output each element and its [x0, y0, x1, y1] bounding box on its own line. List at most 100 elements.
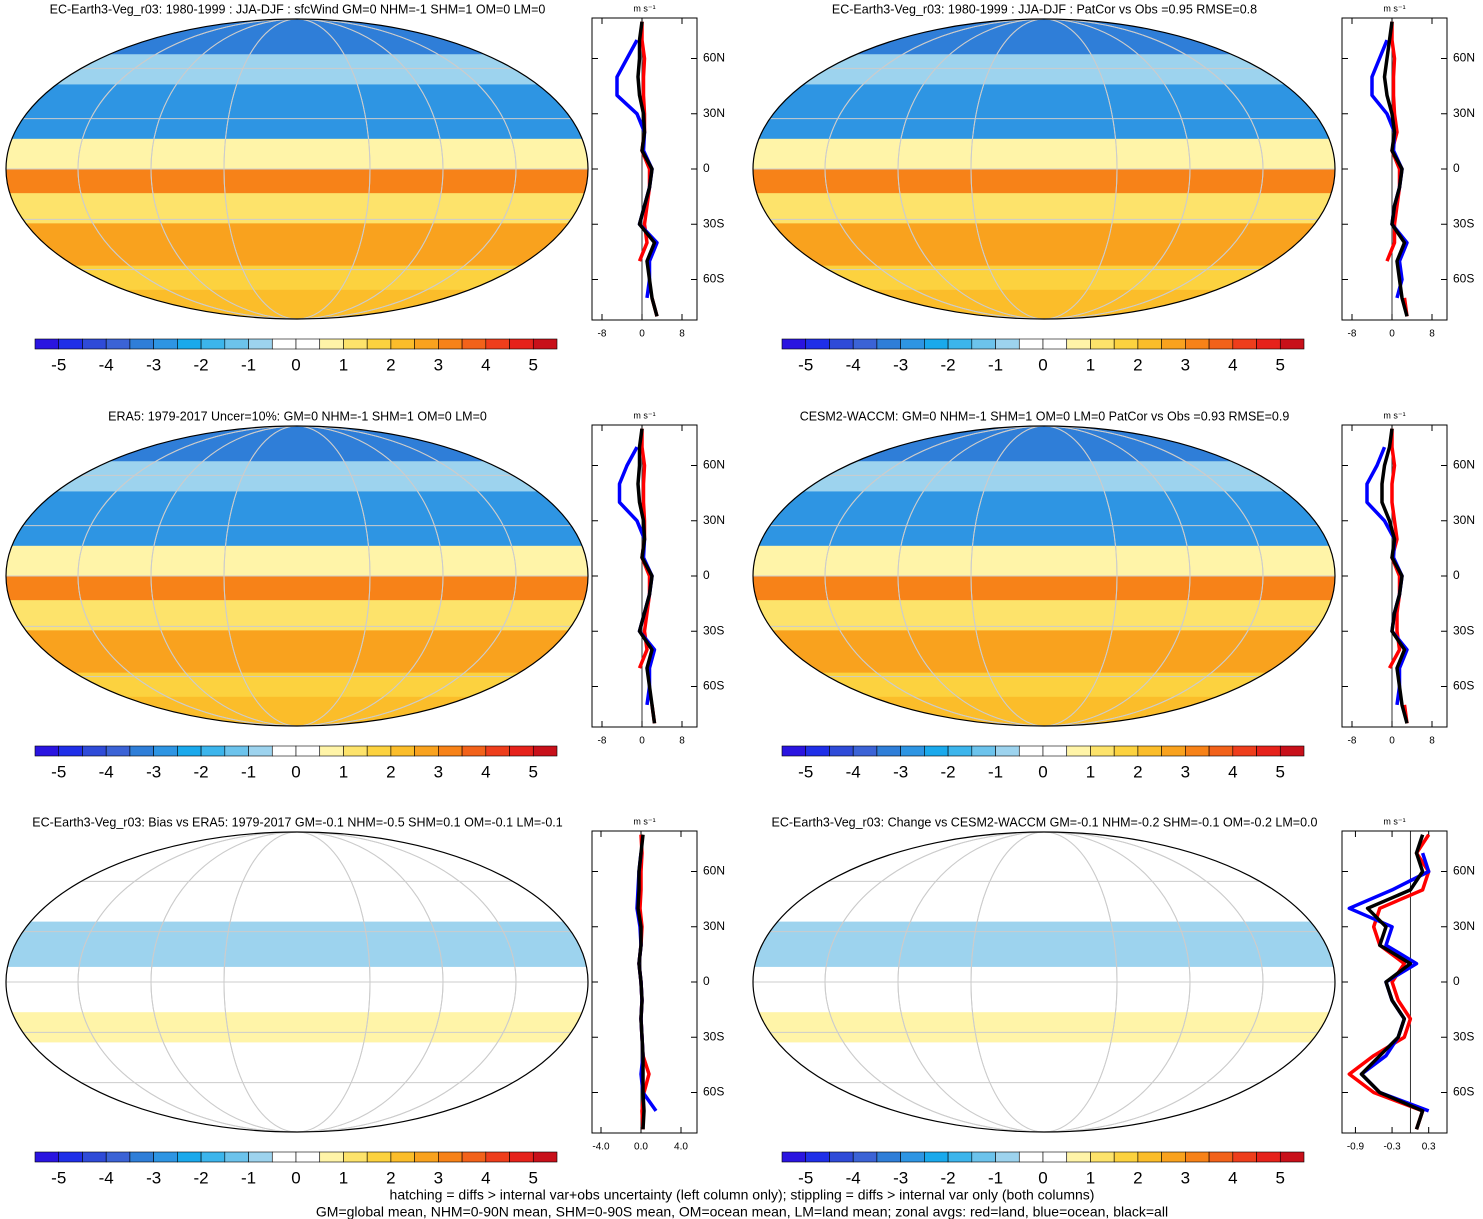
colorbar-swatch [343, 1151, 368, 1163]
colorbar-tick-label: -5 [51, 355, 66, 374]
map-band [753, 921, 1335, 968]
colorbar-tick-label: 5 [529, 355, 538, 374]
colorbar-swatch [924, 1151, 949, 1163]
colorbar-swatch [248, 338, 273, 350]
colorbar-swatch [414, 1151, 439, 1163]
map-band [753, 576, 1335, 602]
colorbar-swatch [900, 745, 925, 757]
colorbar-swatch [947, 338, 973, 350]
y-tick-label: 30N [703, 106, 725, 120]
colorbar-swatch [34, 745, 60, 757]
panel-title: EC-Earth3-Veg_r03: 1980-1999 : JJA-DJF :… [832, 2, 1257, 16]
colorbar-swatch [1185, 338, 1210, 350]
colorbar-swatch [781, 1151, 807, 1163]
map-band [753, 19, 1335, 56]
colorbar-swatch [224, 1151, 249, 1163]
axis-unit: m s⁻¹ [1383, 816, 1405, 826]
colorbar-tick-label: 2 [386, 1168, 395, 1187]
colorbar-swatch [1208, 1151, 1234, 1163]
colorbar-swatch [532, 745, 558, 757]
colorbar-swatch [295, 1151, 321, 1163]
plot-frame [1341, 830, 1448, 1134]
colorbar-swatch [177, 338, 202, 350]
colorbar-swatch [1256, 745, 1281, 757]
colorbar-swatch [1090, 745, 1115, 757]
colorbar-tick-label: -3 [146, 355, 161, 374]
colorbar-swatch [438, 745, 463, 757]
colorbar-swatch [271, 745, 297, 757]
colorbar-swatch [319, 745, 344, 757]
colorbar-tick-label: 5 [1276, 355, 1285, 374]
panel-title: EC-Earth3-Veg_r03: Bias vs ERA5: 1979-20… [32, 815, 562, 829]
colorbar-tick-label: 3 [1181, 355, 1190, 374]
graticule [824, 19, 1264, 319]
map-band [753, 696, 1335, 726]
colorbar-swatch [153, 338, 178, 350]
colorbar-tick-label: 5 [1276, 1168, 1285, 1187]
colorbar-swatch [852, 745, 878, 757]
colorbar-tick-label: -4 [846, 762, 861, 781]
x-tick-label: 8 [1429, 329, 1435, 340]
colorbar-swatch [1232, 745, 1257, 757]
colorbar-swatch [248, 1151, 273, 1163]
colorbar-swatch [509, 745, 534, 757]
colorbar-swatch [876, 745, 901, 757]
colorbar-swatch [129, 1151, 154, 1163]
map-border [752, 18, 1336, 320]
colorbar-swatch [1232, 1151, 1257, 1163]
colorbar-swatch [1279, 1151, 1305, 1163]
colorbar-swatch [805, 1151, 830, 1163]
axis-unit: m s⁻¹ [633, 816, 655, 826]
colorbar-tick-label: -2 [941, 355, 956, 374]
colorbar-swatch [224, 338, 249, 350]
axis-unit: m s⁻¹ [633, 410, 655, 420]
colorbar-tick-label: -4 [99, 762, 114, 781]
colorbar-swatch [1090, 338, 1115, 350]
colorbar-swatch [461, 1151, 487, 1163]
colorbar-swatch [876, 1151, 901, 1163]
map-band [6, 289, 588, 319]
graticule [897, 832, 1191, 1132]
map-band [753, 84, 1335, 140]
map-border [5, 425, 589, 727]
colorbar-tick-label: -1 [241, 355, 256, 374]
colorbar-tick-label: -4 [99, 355, 114, 374]
colorbar-swatch [129, 338, 154, 350]
colorbar-swatch [1018, 1151, 1044, 1163]
y-tick-label: 0 [703, 974, 710, 988]
y-tick-label: 60S [703, 272, 724, 286]
colorbar-swatch [805, 338, 830, 350]
map-band [753, 138, 1335, 170]
colorbar-swatch [852, 338, 878, 350]
map-band [753, 966, 1335, 1014]
y-tick-label: 30S [1453, 623, 1474, 637]
map-border [5, 831, 589, 1133]
colorbar-swatch [1161, 338, 1186, 350]
colorbar-swatch [924, 338, 949, 350]
colorbar-swatch [509, 1151, 534, 1163]
map-band [6, 138, 588, 170]
colorbar-swatch [1090, 1151, 1115, 1163]
graticule [150, 426, 444, 726]
note: hatching = diffs > internal var+obs unce… [390, 1187, 1095, 1203]
y-tick-label: 30N [1453, 513, 1475, 527]
colorbar-swatch [1113, 1151, 1139, 1163]
colorbar-swatch [1042, 1151, 1068, 1163]
colorbar-swatch [105, 338, 131, 350]
colorbar-swatch [1042, 338, 1068, 350]
colorbar-swatch [805, 745, 830, 757]
graticule [150, 832, 444, 1132]
colorbar-tick-label: 4 [1228, 355, 1237, 374]
colorbar-tick-label: -5 [51, 1168, 66, 1187]
map-band [753, 54, 1335, 86]
colorbar-swatch [390, 1151, 415, 1163]
axis-unit: m s⁻¹ [1383, 410, 1405, 420]
colorbar-swatch [947, 1151, 973, 1163]
x-tick-label: 4.0 [674, 1142, 688, 1153]
colorbar-tick-label: 2 [1133, 762, 1142, 781]
colorbar-swatch [248, 745, 273, 757]
colorbar-swatch [852, 1151, 878, 1163]
colorbar-swatch [177, 745, 202, 757]
colorbar-tick-label: 4 [481, 1168, 490, 1187]
colorbar-tick-label: -4 [99, 1168, 114, 1187]
